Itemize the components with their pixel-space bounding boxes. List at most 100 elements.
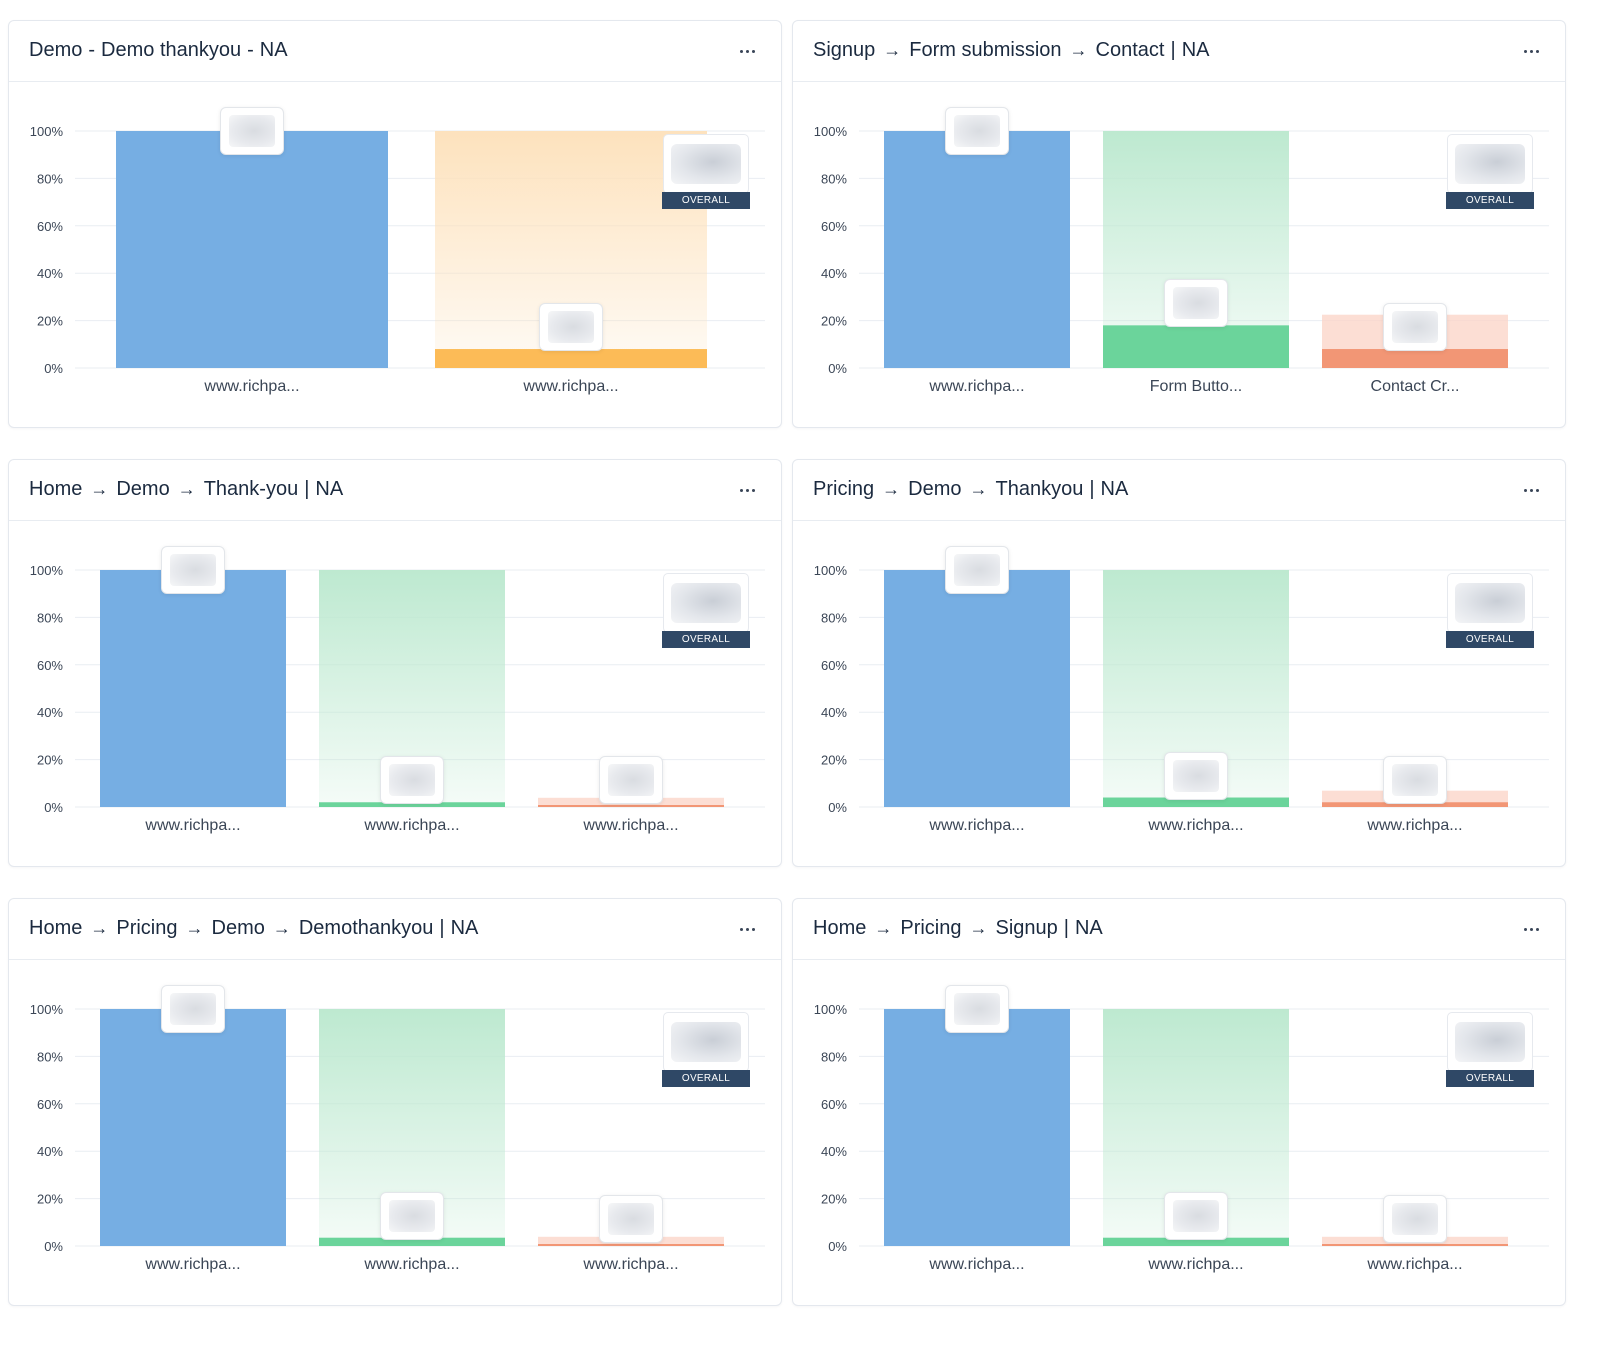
tooltip-value-blur <box>1392 311 1438 344</box>
title-step: Pricing <box>116 917 178 939</box>
card-header: Signup → Form submission → Contact | NA <box>793 21 1565 82</box>
tooltip-value-blur <box>548 311 594 344</box>
tooltip-value-blur <box>389 1199 435 1232</box>
funnel-chart: 100% 80% 60% 40% 20% 0% www.richpa... www.richp… <box>814 563 1549 834</box>
overall-value-blur <box>1455 1022 1525 1062</box>
more-options-icon[interactable] <box>737 919 757 939</box>
overall-badge: OVERALL <box>1446 1070 1534 1087</box>
card-title: Signup → Form submission → Contact | NA <box>813 39 1209 62</box>
y-tick-label: 40% <box>821 1144 847 1159</box>
title-step: Demo <box>211 917 265 939</box>
y-tick-label: 60% <box>821 1097 847 1112</box>
more-options-icon[interactable] <box>1521 41 1541 61</box>
more-options-icon[interactable] <box>1521 919 1541 939</box>
overall-badge: OVERALL <box>1446 192 1534 209</box>
value-tooltip <box>1164 279 1228 328</box>
funnel-bar[interactable] <box>538 1244 724 1246</box>
funnel-bar[interactable] <box>884 1009 1070 1246</box>
value-tooltip <box>1383 756 1447 805</box>
funnel-card: Signup → Form submission → Contact | NA 100% 80%… <box>792 20 1566 428</box>
more-options-icon[interactable] <box>737 480 757 500</box>
funnel-bar[interactable] <box>1103 1237 1289 1246</box>
value-tooltip <box>1164 1191 1228 1240</box>
funnel-card: Home → Pricing → Demo → Demothankyou | NA 100% 80%… <box>8 898 782 1306</box>
value-tooltip <box>1383 1195 1447 1244</box>
card-title: Home → Pricing → Signup | NA <box>813 917 1103 940</box>
arrow-right-icon: → <box>177 479 196 499</box>
title-separator: | <box>1063 917 1069 939</box>
card-title: Home → Pricing → Demo → Demothankyou | NA <box>29 917 478 940</box>
funnel-chart: 100% 80% 60% 40% 20% 0% www.richpa... www.richp… <box>30 1002 765 1273</box>
funnel-bar[interactable] <box>1322 802 1508 807</box>
tooltip-value-blur <box>389 764 435 797</box>
y-tick-label: 0% <box>828 1239 847 1254</box>
more-options-icon[interactable] <box>1521 480 1541 500</box>
value-tooltip <box>161 546 225 594</box>
value-tooltip <box>380 1191 444 1240</box>
y-tick-label: 20% <box>821 753 847 768</box>
title-step: Home <box>29 478 83 500</box>
arrow-right-icon: → <box>272 918 291 938</box>
funnel-bar[interactable] <box>1103 325 1289 368</box>
y-tick-label: 80% <box>37 1049 63 1064</box>
funnel-bar[interactable] <box>1322 1244 1508 1246</box>
funnel-bar[interactable] <box>116 131 388 368</box>
y-tick-label: 80% <box>821 610 847 625</box>
arrow-right-icon: → <box>90 918 109 938</box>
x-axis-label: www.richpa... <box>522 378 618 395</box>
tooltip-value-blur <box>1173 759 1219 792</box>
title-step: Thankyou <box>995 478 1084 500</box>
title-step: NA <box>315 478 344 500</box>
funnel-bar[interactable] <box>1103 797 1289 807</box>
y-tick-label: 80% <box>821 1049 847 1064</box>
overall-value-blur <box>671 583 741 623</box>
arrow-right-icon: → <box>874 918 893 938</box>
funnel-bar[interactable] <box>319 802 505 807</box>
x-axis-label: www.richpa... <box>1147 817 1243 834</box>
tooltip-value-blur <box>1173 1199 1219 1232</box>
funnel-bar[interactable] <box>538 805 724 807</box>
card-title: Demo - Demo thankyou - NA <box>29 39 288 62</box>
arrow-right-icon: → <box>969 918 988 938</box>
y-tick-label: 40% <box>37 705 63 720</box>
value-tooltip <box>945 107 1009 155</box>
y-tick-label: 100% <box>814 563 848 578</box>
title-step: NA <box>1181 39 1210 61</box>
funnel-chart: 100% 80% 60% 40% 20% 0% www.richpa... Form Butt… <box>814 124 1549 395</box>
overall-badge: OVERALL <box>1446 631 1534 648</box>
y-tick-label: 60% <box>37 658 63 673</box>
title-separator: | <box>439 917 445 939</box>
x-axis-label: www.richpa... <box>1147 1256 1243 1273</box>
more-options-icon[interactable] <box>737 41 757 61</box>
funnel-bar[interactable] <box>319 1237 505 1246</box>
funnel-bar[interactable] <box>884 570 1070 807</box>
funnel-chart: 100% 80% 60% 40% 20% 0% www.richpa... www.richp… <box>30 124 765 395</box>
y-tick-label: 40% <box>821 705 847 720</box>
arrow-right-icon: → <box>883 40 902 60</box>
x-axis-label: www.richpa... <box>363 817 459 834</box>
x-axis-label: Contact Cr... <box>1371 378 1460 395</box>
value-tooltip <box>945 985 1009 1033</box>
overall-badge: OVERALL <box>662 1070 750 1087</box>
funnel-bar[interactable] <box>100 1009 286 1246</box>
tooltip-value-blur <box>170 554 216 586</box>
title-step: NA <box>259 39 288 61</box>
title-dash: - <box>247 39 254 61</box>
y-tick-label: 60% <box>37 219 63 234</box>
x-axis-label: www.richpa... <box>928 1256 1024 1273</box>
y-tick-label: 0% <box>44 361 63 376</box>
x-axis-label: www.richpa... <box>928 378 1024 395</box>
funnel-bar[interactable] <box>100 570 286 807</box>
tooltip-value-blur <box>954 993 1000 1025</box>
value-tooltip <box>161 985 225 1033</box>
funnel-bar[interactable] <box>1322 349 1508 368</box>
overall-conversion-box <box>1447 1012 1533 1072</box>
value-tooltip <box>945 546 1009 594</box>
overall-value-blur <box>1455 583 1525 623</box>
value-tooltip <box>1383 303 1447 352</box>
overall-badge: OVERALL <box>662 192 750 209</box>
y-tick-label: 60% <box>37 1097 63 1112</box>
arrow-right-icon: → <box>90 479 109 499</box>
funnel-bar[interactable] <box>884 131 1070 368</box>
funnel-bar[interactable] <box>435 349 707 368</box>
